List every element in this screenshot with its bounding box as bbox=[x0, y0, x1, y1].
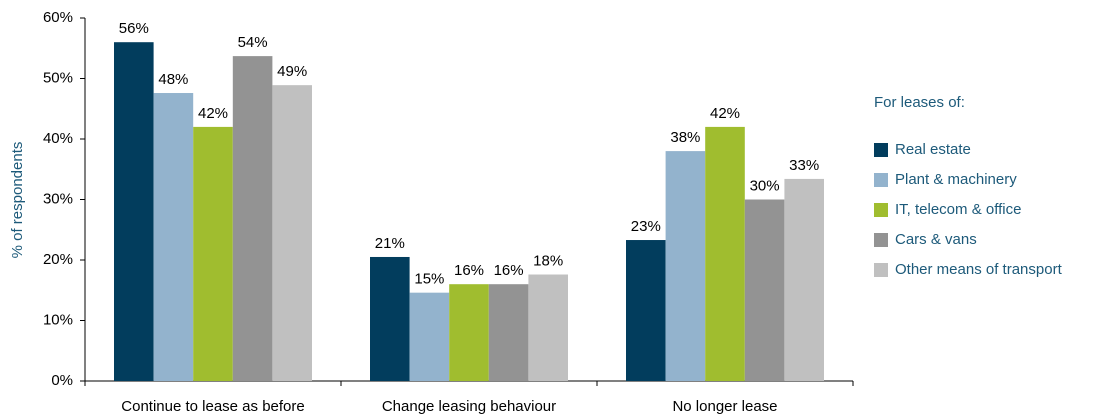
legend-label: IT, telecom & office bbox=[895, 201, 1021, 218]
bar bbox=[784, 178, 824, 381]
legend-title: For leases of: bbox=[874, 94, 965, 111]
y-tick-label: 0% bbox=[51, 372, 73, 389]
legend-swatch bbox=[874, 203, 888, 217]
legend-swatch bbox=[874, 233, 888, 247]
value-label: 33% bbox=[789, 157, 819, 174]
bar bbox=[449, 284, 489, 381]
value-label: 48% bbox=[158, 71, 188, 88]
x-tick-label: Change leasing behaviour bbox=[382, 398, 556, 415]
value-label: 21% bbox=[375, 235, 405, 252]
bar bbox=[272, 85, 312, 381]
y-tick-label: 30% bbox=[43, 190, 73, 207]
bar bbox=[626, 240, 666, 381]
y-tick-label: 10% bbox=[43, 311, 73, 328]
value-label: 15% bbox=[414, 271, 444, 288]
bar bbox=[232, 56, 273, 382]
bar bbox=[409, 292, 450, 381]
bar bbox=[744, 199, 785, 381]
y-tick-label: 60% bbox=[43, 9, 73, 26]
bar bbox=[488, 284, 529, 381]
legend-label: Other means of transport bbox=[895, 261, 1063, 278]
legend-swatch bbox=[874, 173, 888, 187]
bar bbox=[153, 93, 194, 382]
value-label: 49% bbox=[277, 63, 307, 80]
bar bbox=[193, 126, 233, 382]
x-tick-label: Continue to lease as before bbox=[121, 398, 304, 415]
bar bbox=[114, 42, 154, 381]
legend-label: Plant & machinery bbox=[895, 171, 1017, 188]
legend-label: Cars & vans bbox=[895, 231, 977, 248]
bar bbox=[528, 274, 568, 381]
y-tick-label: 40% bbox=[43, 130, 73, 147]
value-label: 23% bbox=[631, 218, 661, 235]
value-label: 42% bbox=[710, 105, 740, 122]
bar bbox=[370, 256, 410, 381]
value-label: 38% bbox=[670, 129, 700, 146]
legend-label: Real estate bbox=[895, 141, 971, 158]
legend-swatch bbox=[874, 263, 888, 277]
bar bbox=[665, 151, 706, 381]
value-label: 18% bbox=[533, 252, 563, 269]
value-label: 16% bbox=[454, 262, 484, 279]
value-label: 56% bbox=[119, 20, 149, 37]
y-tick-label: 50% bbox=[43, 69, 73, 86]
bar bbox=[705, 126, 745, 382]
value-label: 30% bbox=[750, 177, 780, 194]
x-tick-label: No longer lease bbox=[672, 398, 777, 415]
y-tick-label: 20% bbox=[43, 251, 73, 268]
y-axis-label: % of respondents bbox=[9, 142, 26, 259]
legend-swatch bbox=[874, 143, 888, 157]
value-label: 42% bbox=[198, 105, 228, 122]
value-label: 16% bbox=[494, 262, 524, 279]
value-label: 54% bbox=[238, 34, 268, 51]
